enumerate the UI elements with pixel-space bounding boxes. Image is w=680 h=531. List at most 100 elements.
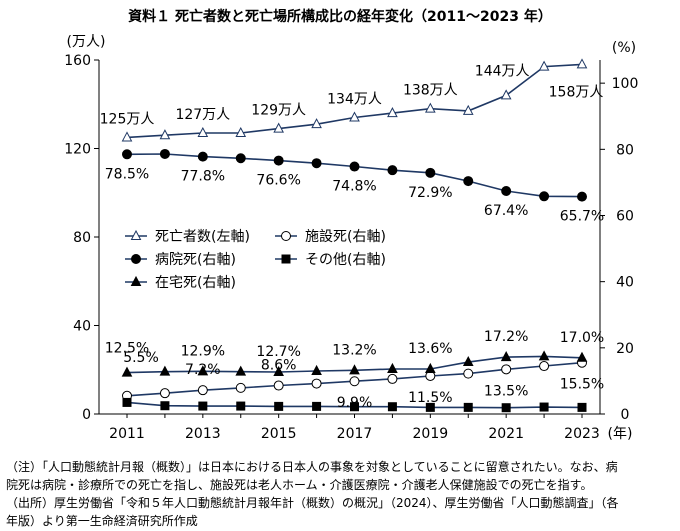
axes: 0 40 80 120 160 (万人) 0 20 40 60 80 100 (%) 2011 2013 20… bbox=[64, 34, 638, 442]
data-point bbox=[197, 385, 208, 396]
data-point bbox=[538, 60, 550, 71]
data-point bbox=[425, 102, 436, 113]
x-tick-label: 2021 bbox=[488, 426, 524, 442]
legend-label: 在宅死(右軸) bbox=[155, 275, 236, 291]
data-label: 125万人 bbox=[100, 111, 155, 127]
x-tick-label: 2023 bbox=[564, 426, 600, 442]
data-point bbox=[197, 365, 209, 376]
data-point bbox=[463, 176, 474, 187]
data-point bbox=[462, 104, 474, 115]
data-label: 15.5% bbox=[560, 377, 604, 393]
data-point bbox=[538, 350, 550, 361]
note-line: 年版）より第一生命経済研究所作成 bbox=[6, 514, 198, 528]
data-point bbox=[273, 380, 284, 391]
data-label: 138万人 bbox=[403, 83, 458, 99]
left-tick-label: 160 bbox=[64, 53, 91, 69]
data-label: 17.0% bbox=[560, 330, 604, 346]
data-point bbox=[539, 361, 550, 372]
data-point bbox=[273, 122, 284, 133]
left-tick-label: 80 bbox=[73, 230, 91, 246]
data-point bbox=[387, 373, 398, 384]
data-point bbox=[350, 402, 359, 412]
x-tick-label: 2011 bbox=[109, 426, 145, 442]
data-label: 78.5% bbox=[105, 166, 149, 182]
note-line: 院死は病院・診療所での死亡を指し、施設死は老人ホーム・介護医療院・介護老人保健施… bbox=[6, 478, 593, 492]
data-point bbox=[500, 351, 512, 362]
data-point bbox=[501, 403, 511, 413]
data-point bbox=[122, 149, 132, 160]
data-label: 13.5% bbox=[484, 383, 528, 399]
legend-label: 施設死(右軸) bbox=[305, 229, 386, 245]
data-point bbox=[311, 118, 322, 129]
data-point bbox=[463, 402, 473, 412]
data-label: 12.9% bbox=[181, 343, 225, 359]
left-tick-label: 40 bbox=[73, 319, 91, 335]
data-point bbox=[235, 382, 246, 393]
data-point bbox=[425, 362, 436, 374]
data-label: 65.7% bbox=[560, 209, 604, 225]
data-label: 129万人 bbox=[251, 103, 306, 119]
data-point bbox=[130, 275, 142, 286]
data-point bbox=[387, 362, 398, 374]
data-point bbox=[197, 126, 209, 138]
data-point bbox=[463, 368, 474, 379]
data-point bbox=[577, 191, 587, 202]
x-tick-label: 2017 bbox=[337, 426, 373, 442]
legend: 死亡者数(左軸) 施設死(右軸) 病院死(右軸) その他(右軸) 在宅死(右軸) bbox=[125, 229, 386, 291]
data-point bbox=[312, 401, 322, 411]
data-point bbox=[160, 401, 170, 411]
data-point bbox=[387, 165, 398, 176]
data-point bbox=[349, 364, 360, 375]
right-tick-label: 0 bbox=[621, 407, 630, 423]
data-label: 11.5% bbox=[408, 390, 452, 406]
data-label: 74.8% bbox=[332, 179, 376, 195]
footnotes: （注）「人口動態統計月報（概数）」は日本における日本人の事象を対象としていること… bbox=[6, 458, 676, 530]
data-point bbox=[311, 158, 322, 169]
data-point bbox=[159, 148, 170, 159]
data-point bbox=[122, 397, 132, 407]
right-tick-label: 100 bbox=[612, 76, 639, 92]
data-point bbox=[349, 376, 360, 387]
x-tick-label: 2015 bbox=[261, 426, 297, 442]
data-point bbox=[387, 402, 397, 412]
data-labels: 125万人 127万人 129万人 134万人 138万人 144万人 158万人 78.5%… bbox=[100, 63, 605, 411]
right-tick-label: 60 bbox=[616, 208, 634, 224]
data-label: 7.2% bbox=[185, 362, 221, 378]
data-label: 76.6% bbox=[256, 173, 300, 189]
data-point bbox=[131, 254, 141, 264]
legend-label: 死亡者数(左軸) bbox=[155, 229, 250, 245]
chart: 0 40 80 120 160 (万人) 0 20 40 60 80 100 (%) 2011 2013 20… bbox=[64, 34, 638, 442]
data-point bbox=[121, 131, 133, 142]
data-label: 67.4% bbox=[484, 203, 528, 219]
data-point bbox=[539, 402, 549, 412]
data-point bbox=[121, 366, 133, 377]
left-tick-label: 0 bbox=[82, 407, 91, 423]
right-tick-label: 80 bbox=[616, 142, 634, 158]
note-line: （出所）厚生労働省「令和５年人口動態統計月報年計（概数）の概況」（2024）、厚… bbox=[6, 496, 619, 510]
left-axis-unit: (万人) bbox=[67, 34, 106, 50]
left-tick-label: 120 bbox=[64, 142, 91, 158]
data-label: 13.2% bbox=[332, 342, 376, 358]
data-point bbox=[235, 365, 247, 376]
data-point bbox=[130, 229, 142, 240]
data-point bbox=[425, 402, 435, 412]
data-label: 17.2% bbox=[484, 329, 528, 345]
data-label: 72.9% bbox=[408, 185, 452, 201]
data-point bbox=[576, 58, 588, 69]
data-label: 127万人 bbox=[175, 107, 230, 123]
data-point bbox=[311, 378, 322, 389]
legend-label: 病院死(右軸) bbox=[155, 252, 236, 268]
data-label: 13.6% bbox=[408, 341, 452, 357]
data-point bbox=[159, 365, 171, 376]
right-axis-unit: (%) bbox=[612, 40, 636, 56]
data-point bbox=[159, 388, 170, 399]
data-label: 8.6% bbox=[261, 358, 297, 374]
data-point bbox=[281, 254, 291, 264]
data-point bbox=[387, 107, 398, 118]
data-label: 158万人 bbox=[549, 84, 604, 100]
data-point bbox=[235, 126, 247, 138]
data-label: 134万人 bbox=[327, 92, 382, 108]
data-point bbox=[198, 401, 208, 411]
data-point bbox=[273, 365, 284, 376]
data-point bbox=[501, 186, 512, 197]
